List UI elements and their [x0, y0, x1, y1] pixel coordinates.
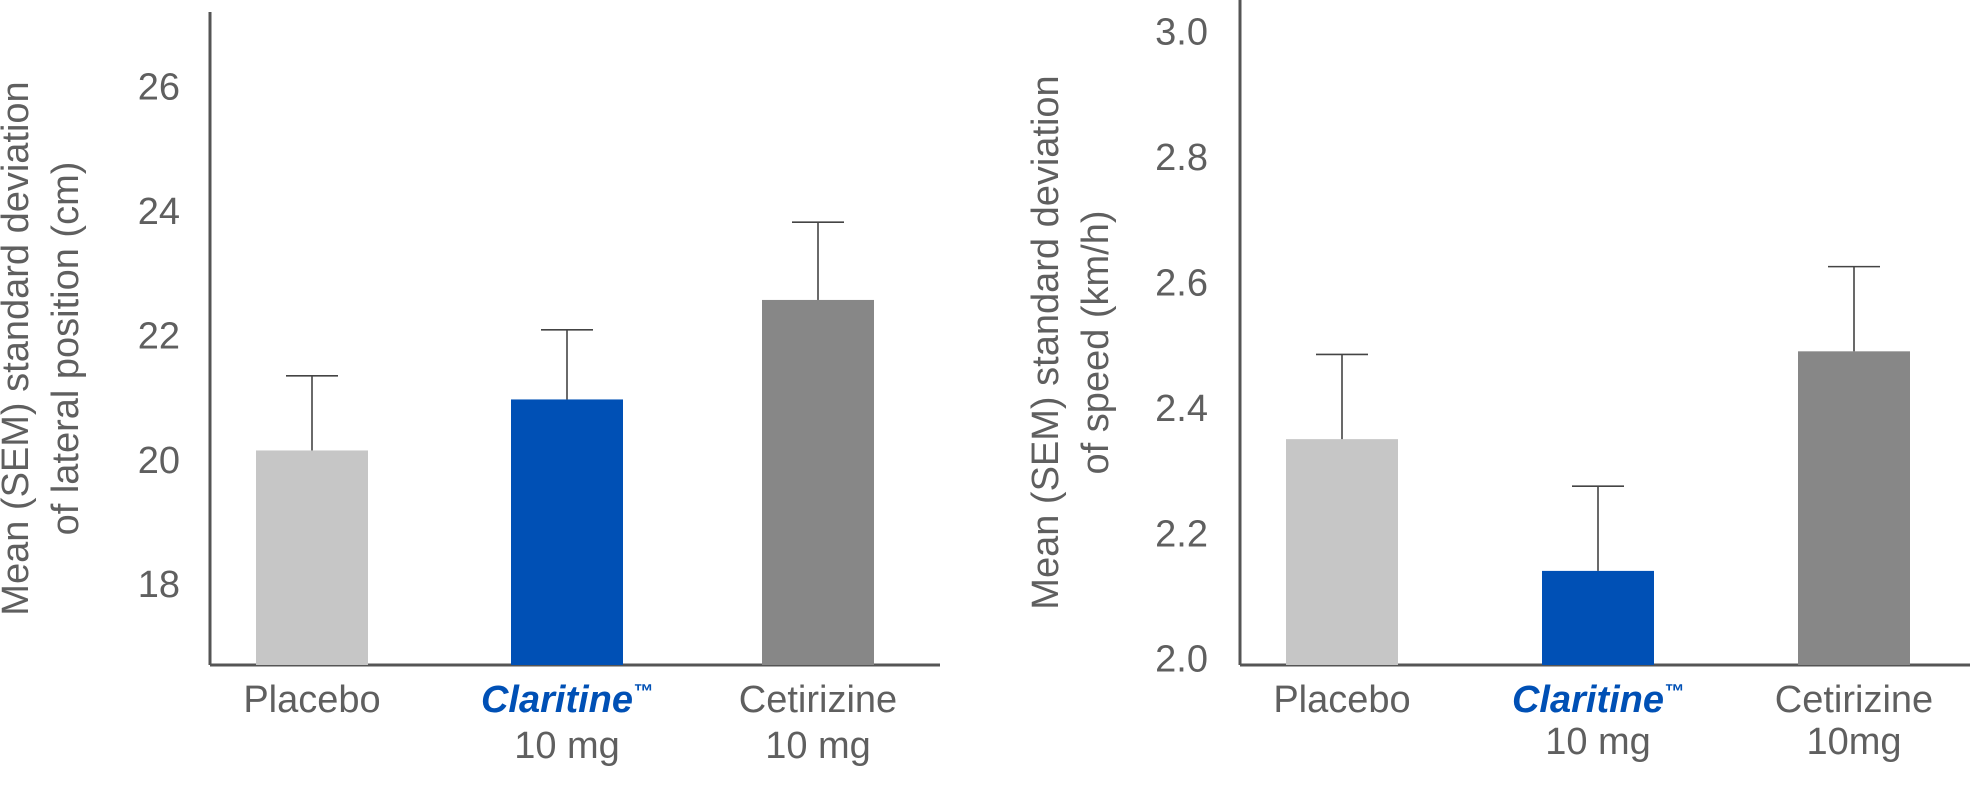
y-tick-label: 22 [138, 315, 180, 357]
x-category-label: Cetirizine [739, 679, 897, 721]
x-category-label: Cetirizine [1775, 679, 1933, 721]
y-tick-label: 20 [138, 440, 180, 482]
y-axis-title: of speed (km/h) [1075, 211, 1117, 475]
y-tick-label: 24 [138, 191, 180, 233]
y-tick-label: 2.8 [1155, 137, 1208, 179]
bar [511, 399, 623, 665]
x-category-sublabel: 10 mg [514, 725, 620, 767]
y-axis-title: Mean (SEM) standard deviation [1025, 75, 1067, 609]
chart-panel-1: 18 20 22 24 26 Mean (SEM) standard deviationo… [0, 12, 940, 767]
bar [1286, 439, 1398, 665]
bar [1798, 351, 1910, 665]
y-axis-title: Mean (SEM) standard deviation [0, 81, 37, 615]
y-tick-label: 2.2 [1155, 513, 1208, 555]
bar [256, 450, 368, 665]
y-axis-title: of lateral position (cm) [45, 162, 87, 536]
bar [762, 299, 874, 665]
y-tick-label: 2.6 [1155, 262, 1208, 304]
y-tick-label: 26 [138, 67, 180, 109]
x-category-sublabel: 10 mg [765, 725, 871, 767]
x-category-label: Placebo [1273, 679, 1410, 721]
y-tick-label: 2.4 [1155, 388, 1208, 430]
x-category-label: Placebo [243, 679, 380, 721]
bar [1542, 570, 1654, 665]
x-category-sublabel: 10 mg [1545, 721, 1651, 763]
x-category-sublabel: 10mg [1806, 721, 1901, 763]
y-tick-label: 3.0 [1155, 11, 1208, 53]
x-category-label: Claritine™ [481, 679, 653, 721]
chart-panel-2: 2.0 2.2 2.4 2.6 2.8 3.0 Mean (SEM) standard de… [1025, 0, 1970, 763]
y-tick-label: 2.0 [1155, 639, 1208, 681]
x-category-label: Claritine™ [1512, 679, 1684, 721]
y-tick-label: 18 [138, 564, 180, 606]
